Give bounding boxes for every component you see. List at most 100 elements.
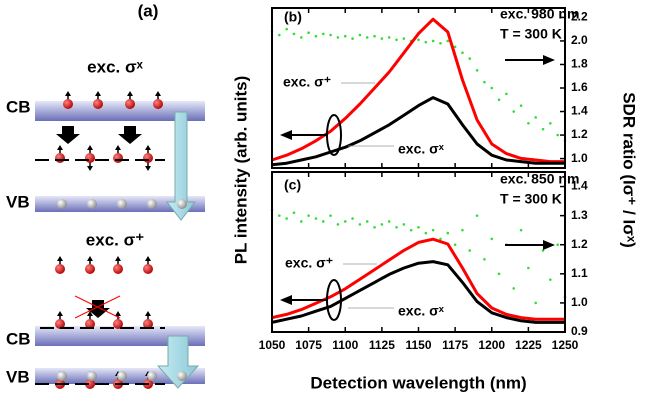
axis-arrow-head [543, 55, 555, 65]
hole [177, 371, 187, 381]
spin-head [115, 256, 121, 261]
ratio-point [468, 249, 472, 252]
ratio-point [483, 80, 486, 84]
ratio-point [541, 127, 545, 131]
spin-head [145, 166, 151, 171]
electron [125, 99, 135, 109]
ratio-point [483, 257, 486, 261]
ratio-point [380, 37, 384, 40]
ratio-point [475, 214, 479, 217]
hole [87, 371, 97, 381]
annotation: exc. 980 nm [500, 6, 579, 22]
ratio-point [292, 32, 296, 36]
ratio-point [365, 36, 369, 39]
y2-tick-label: 1.2 [571, 237, 588, 251]
spin-head [87, 311, 93, 316]
ratio-point [497, 272, 501, 276]
ratio-point [387, 36, 391, 39]
band-label: VB [6, 192, 30, 211]
ratio-point [417, 225, 420, 229]
electron [85, 319, 95, 329]
y-axis-label: PL intensity (arb. units) [231, 76, 250, 265]
electron [113, 319, 123, 329]
ratio-point [321, 32, 325, 36]
ratio-point [402, 37, 406, 40]
axis-arrow-head [280, 295, 292, 305]
ratio-point [343, 220, 347, 223]
ratio-point [343, 34, 347, 38]
ratio-point [490, 86, 494, 90]
ratio-point [329, 214, 332, 217]
transfer-arrow [118, 126, 142, 144]
x-tick-label: 1150 [405, 338, 431, 352]
annotation: T = 300 K [500, 191, 562, 207]
ratio-point [307, 31, 310, 35]
x-tick-label: 1100 [332, 338, 358, 352]
electron [55, 319, 65, 329]
ratio-point [549, 278, 552, 281]
x-axis-label: Detection wavelength (nm) [310, 373, 526, 392]
curve-marker [326, 114, 342, 156]
band-label: CB [6, 97, 31, 116]
annotation: (c) [284, 177, 301, 193]
band-label: CB [6, 329, 31, 348]
annotation: exc. σ⁺ [283, 74, 331, 90]
y2-tick-label: 1.4 [571, 104, 588, 118]
ratio-point [431, 228, 435, 232]
plot-frame [271, 171, 566, 333]
electron [85, 153, 95, 163]
ratio-point [365, 220, 369, 223]
ratio-point [285, 217, 288, 220]
ratio-point [373, 225, 376, 229]
annotation: (b) [284, 9, 302, 25]
ratio-point [439, 237, 442, 241]
ratio-point [431, 39, 435, 43]
ratio-point [351, 217, 354, 220]
ratio-point [519, 228, 523, 232]
annotation: T = 300 K [500, 26, 562, 42]
spin-head [115, 145, 121, 150]
hole [147, 199, 157, 209]
y2-tick-label: 1.2 [571, 127, 588, 141]
y2-tick-label: 2.0 [571, 33, 588, 47]
ratio-point [329, 33, 332, 37]
ratio-point [380, 223, 384, 226]
ratio-point [453, 243, 457, 247]
cb-band [35, 326, 205, 346]
ratio-point [336, 223, 340, 226]
transfer-arrow [56, 126, 80, 144]
x-tick-label: 1225 [515, 338, 542, 352]
spin-head [87, 166, 93, 171]
axis-arrow-head [280, 130, 292, 140]
electron [85, 379, 95, 389]
y2-axis-label: SDR ratio (Iσ⁺ / Iσˣ) [620, 92, 639, 248]
panel-label: (a) [138, 1, 159, 20]
ratio-point [534, 116, 537, 119]
pl-curve [271, 96, 565, 167]
ratio-point [497, 98, 501, 102]
ratio-point [541, 249, 545, 252]
ratio-point [285, 27, 288, 31]
annotation: exc. 850 nm [500, 171, 579, 187]
electron [143, 153, 153, 163]
ratio-point [402, 223, 406, 226]
spin-head [87, 256, 93, 261]
diagram: (a) exc. σˣ CB VB exc. σ⁺ CB VB [6, 1, 205, 389]
hole [57, 371, 67, 381]
ratio-point [336, 36, 340, 39]
hole [87, 199, 97, 209]
curve-marker [326, 279, 342, 321]
ratio-point [453, 45, 457, 49]
hole [117, 199, 127, 209]
relax-arrow [156, 335, 200, 389]
ratio-point [461, 51, 464, 55]
ratio-point [549, 121, 552, 125]
annotation: exc. σ⁺ [285, 255, 333, 271]
ratio-point [409, 228, 413, 232]
diagram-title: exc. σˣ [87, 57, 143, 76]
ratio-point [321, 220, 325, 223]
electron [93, 99, 103, 109]
y2-tick-label: 1.0 [571, 295, 588, 309]
spin-head [145, 256, 151, 261]
